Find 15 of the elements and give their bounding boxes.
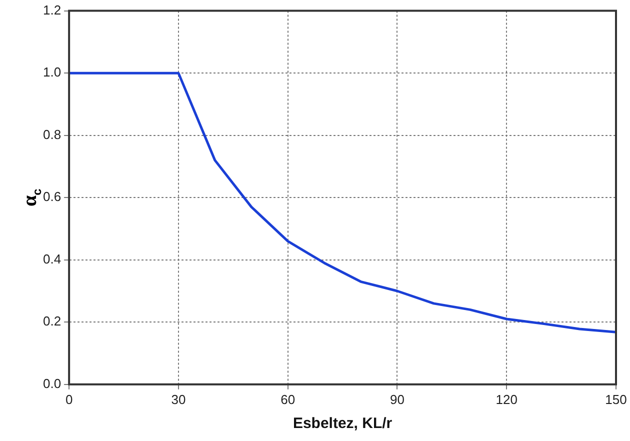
y-tick-label: 0.0 bbox=[42, 376, 62, 391]
x-tick-label: 60 bbox=[280, 392, 296, 407]
x-tick-label: 90 bbox=[390, 392, 404, 407]
x-tick-label: 150 bbox=[605, 392, 627, 407]
x-tick-label: 30 bbox=[171, 392, 186, 407]
y-tick-label: 0.4 bbox=[42, 251, 62, 266]
x-axis-title: Esbeltez, KL/r bbox=[292, 415, 392, 432]
x-tick-label: 120 bbox=[496, 392, 518, 407]
y-tick-label: 1.0 bbox=[42, 64, 62, 80]
y-tick-label: 0.6 bbox=[42, 189, 62, 204]
x-tick-label: 0 bbox=[65, 392, 73, 407]
y-tick-label: 1.2 bbox=[42, 2, 62, 18]
y-axis-title: αc bbox=[19, 188, 44, 207]
y-tick-label: 0.2 bbox=[42, 314, 62, 329]
y-tick-label: 0.8 bbox=[42, 126, 62, 142]
